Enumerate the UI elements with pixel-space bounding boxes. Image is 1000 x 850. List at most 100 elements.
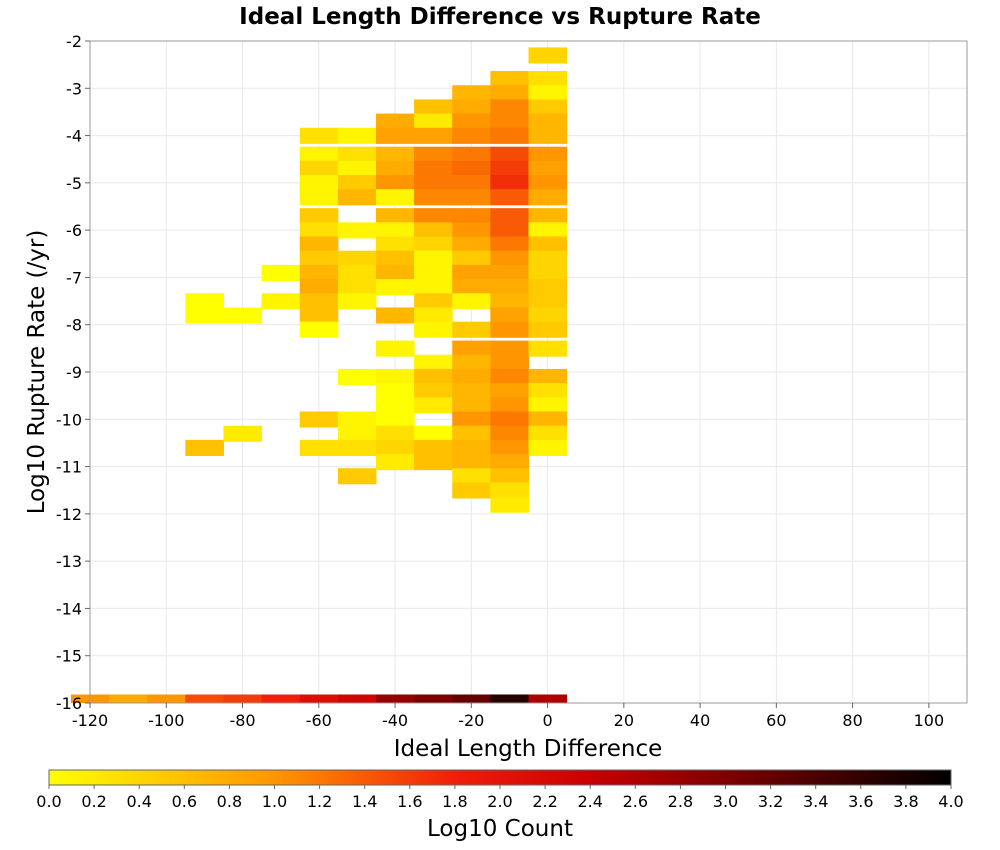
heatmap-cell [414, 439, 453, 456]
heatmap-cell [299, 250, 339, 267]
heatmap-cell [261, 264, 301, 282]
x-tick-label: -60 [306, 711, 332, 730]
heatmap-cell [452, 250, 491, 267]
heatmap-cell [375, 113, 415, 130]
heatmap-cell [490, 71, 529, 88]
heatmap-cell [452, 468, 491, 485]
heatmap-cell [414, 250, 453, 267]
colorbar-gradient [48, 769, 952, 786]
heatmap-cell [528, 189, 568, 206]
y-tick-label: -2 [66, 32, 82, 51]
heatmap-cell [337, 250, 377, 267]
heatmap-cells [70, 47, 568, 703]
heatmap-cell [490, 236, 529, 253]
heatmap-cell [528, 307, 568, 324]
heatmap-cell [337, 468, 377, 485]
colorbar-tick-label: 4.0 [938, 792, 963, 811]
heatmap-cell [375, 279, 415, 296]
heatmap-cell [490, 175, 529, 192]
heatmap-cell [109, 694, 148, 703]
heatmap-cell [528, 113, 568, 130]
heatmap-cell [490, 189, 529, 206]
heatmap-cell [452, 236, 491, 253]
heatmap-cell [299, 439, 339, 456]
heatmap-cell [528, 160, 568, 177]
heatmap-cell [490, 368, 529, 386]
heatmap-cell [414, 208, 453, 225]
heatmap-cell [528, 397, 568, 414]
colorbar-tick-label: 0.0 [36, 792, 61, 811]
heatmap-cell [299, 146, 339, 163]
heatmap-cell [452, 160, 491, 177]
heatmap-cell [375, 439, 415, 456]
heatmap-cell [490, 354, 529, 371]
heatmap-cell [337, 146, 377, 163]
heatmap-cell [452, 222, 491, 239]
heatmap-cell [337, 411, 377, 428]
heatmap-cell [375, 383, 415, 400]
heatmap-cell [528, 340, 568, 357]
heatmap-cell [414, 454, 453, 471]
x-tick-label: 60 [766, 711, 786, 730]
heatmap-cell [490, 307, 529, 324]
heatmap-cell [452, 279, 491, 296]
heatmap-cell [528, 222, 568, 239]
heatmap-cell [414, 113, 453, 130]
colorbar-tick-label: 2.2 [532, 792, 557, 811]
heatmap-cell [490, 250, 529, 267]
colorbar-tick-label: 0.2 [81, 792, 106, 811]
heatmap-cell [414, 127, 453, 144]
chart-title: Ideal Length Difference vs Rupture Rate [239, 4, 761, 30]
colorbar-tick-label: 1.2 [307, 792, 332, 811]
heatmap-cell [375, 127, 415, 144]
heatmap-cell [299, 321, 339, 338]
heatmap-cell [490, 383, 529, 400]
heatmap-cell [452, 127, 491, 144]
heatmap-cell [337, 222, 377, 239]
heatmap-cell [490, 99, 529, 116]
x-axis-ticks: -120 -100 -80 -60 -40 -20 0 20 40 60 80 100 [72, 703, 944, 730]
y-tick-label: -6 [66, 221, 82, 240]
y-tick-label: -4 [66, 127, 82, 146]
colorbar-tick-label: 1.6 [397, 792, 422, 811]
y-tick-label: -15 [56, 647, 82, 666]
heatmap-cell [337, 293, 377, 310]
heatmap-cell [337, 175, 377, 192]
heatmap-cell [299, 160, 339, 177]
colorbar-tick-label: 3.0 [713, 792, 738, 811]
heatmap-cell [528, 694, 568, 703]
colorbar-ticks: 0.0 0.2 0.4 0.6 0.8 1.0 1.2 1.4 1.6 1.8 2.0 2.2 2.4 2… [36, 785, 964, 811]
heatmap-cell [299, 411, 339, 428]
heatmap-cell [452, 340, 491, 357]
heatmap-cell [528, 439, 568, 456]
heatmap-cell [528, 425, 568, 442]
heatmap-cell [375, 307, 415, 324]
heatmap-cell [299, 293, 339, 310]
heatmap-cell [490, 208, 529, 225]
colorbar-tick-label: 1.8 [442, 792, 467, 811]
heatmap-cell [337, 368, 377, 386]
x-tick-label: 0 [542, 711, 552, 730]
x-tick-label: -80 [229, 711, 255, 730]
heatmap-cell [375, 175, 415, 192]
x-tick-label: -40 [382, 711, 408, 730]
heatmap-cell [414, 222, 453, 239]
heatmap-cell [375, 397, 415, 414]
heatmap-cell [185, 439, 224, 456]
heatmap-cell [528, 175, 568, 192]
heatmap-cell [452, 208, 491, 225]
heatmap-cell [452, 321, 491, 338]
heatmap-cell [261, 694, 301, 703]
heatmap-cell [490, 293, 529, 310]
heatmap-cell [375, 454, 415, 471]
heatmap-cell [375, 340, 415, 357]
heatmap-cell [414, 279, 453, 296]
heatmap-cell [185, 293, 224, 310]
heatmap-cell [528, 85, 568, 102]
colorbar-tick-label: 2.8 [668, 792, 693, 811]
heatmap-cell [414, 146, 453, 163]
heatmap-cell [490, 222, 529, 239]
colorbar-tick-label: 3.6 [848, 792, 873, 811]
heatmap-cell [528, 99, 568, 116]
heatmap-cell [528, 279, 568, 296]
